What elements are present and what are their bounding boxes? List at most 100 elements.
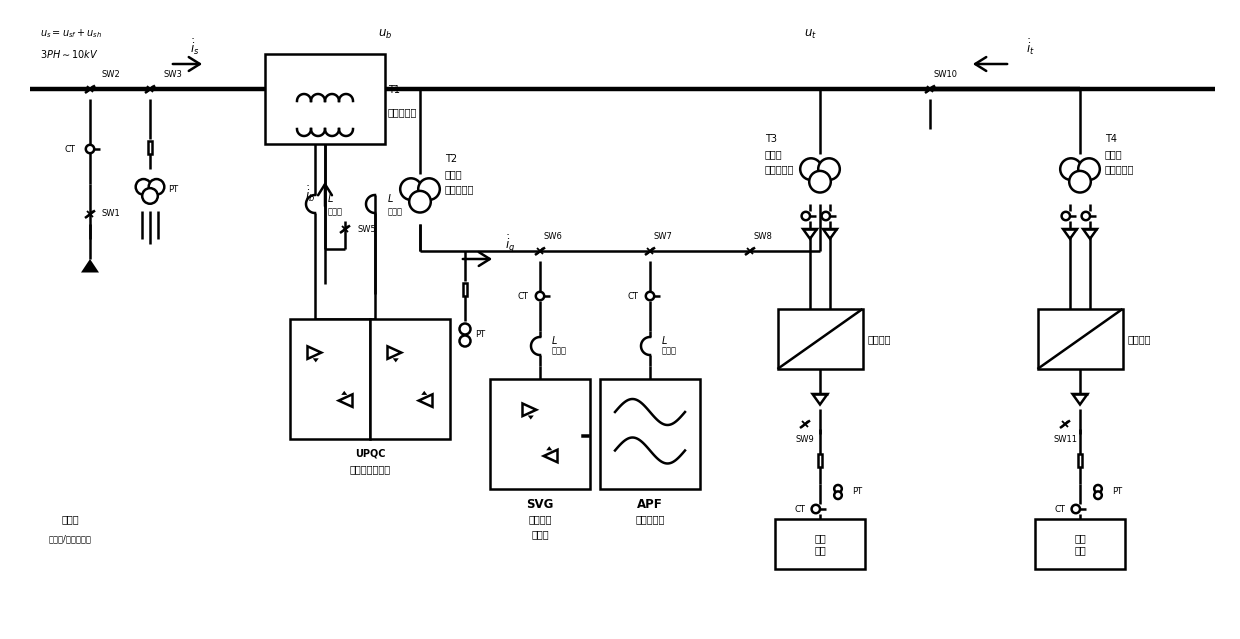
Text: 谐波变压器: 谐波变压器 — [445, 184, 475, 194]
Circle shape — [143, 188, 157, 204]
Circle shape — [1069, 171, 1091, 192]
Text: SW7: SW7 — [653, 231, 672, 240]
Bar — [1078, 454, 1083, 466]
Text: 串联变压器: 串联变压器 — [388, 107, 418, 118]
Bar — [290, 319, 370, 439]
Circle shape — [1071, 505, 1080, 513]
Text: SW11: SW11 — [1053, 435, 1078, 443]
Circle shape — [418, 178, 440, 200]
Circle shape — [1079, 158, 1100, 180]
Text: SW8: SW8 — [753, 231, 771, 240]
Text: SVG: SVG — [526, 498, 554, 511]
Text: 谐波变压器: 谐波变压器 — [1105, 164, 1135, 174]
Text: $\dot{i}_t$: $\dot{i}_t$ — [1025, 37, 1034, 57]
Text: 电抗器: 电抗器 — [662, 346, 677, 355]
Text: $u_b$: $u_b$ — [378, 27, 392, 40]
Text: CT: CT — [64, 144, 74, 153]
Bar — [265, 54, 384, 144]
Text: 谐波发生器: 谐波发生器 — [635, 514, 665, 524]
Text: 低阻抗: 低阻抗 — [445, 169, 463, 179]
Circle shape — [1094, 491, 1102, 499]
Text: $\dot{i}_g$: $\dot{i}_g$ — [505, 233, 515, 255]
Text: $\dot{i}_s$: $\dot{i}_s$ — [190, 37, 200, 57]
Polygon shape — [393, 358, 399, 362]
Text: $\dot{i}_b$: $\dot{i}_b$ — [305, 184, 315, 204]
Text: 高压
试品: 高压 试品 — [1074, 533, 1086, 555]
Circle shape — [801, 212, 810, 220]
Circle shape — [536, 292, 544, 300]
Text: 电抗器: 电抗器 — [388, 208, 403, 217]
Text: 发生器: 发生器 — [531, 529, 549, 539]
Bar — [148, 141, 153, 153]
Circle shape — [86, 145, 94, 153]
Text: CT: CT — [627, 291, 639, 300]
Text: SW5: SW5 — [357, 224, 376, 233]
Text: 低阻抗: 低阻抗 — [765, 149, 782, 159]
Circle shape — [1060, 158, 1081, 180]
Text: 低压
试品: 低压 试品 — [815, 533, 826, 555]
Bar — [600, 379, 701, 489]
Text: CT: CT — [517, 291, 528, 300]
Text: SW3: SW3 — [162, 70, 182, 79]
Text: L: L — [388, 194, 393, 204]
Text: 电抗器: 电抗器 — [329, 208, 343, 217]
Circle shape — [1081, 212, 1090, 220]
Polygon shape — [528, 415, 533, 420]
Text: 无功功率: 无功功率 — [528, 514, 552, 524]
Text: SW10: SW10 — [932, 70, 957, 79]
Circle shape — [810, 171, 831, 192]
Text: L: L — [329, 194, 334, 204]
Text: PT: PT — [475, 330, 485, 339]
Text: SW1: SW1 — [102, 210, 120, 219]
Bar — [370, 319, 450, 439]
Circle shape — [460, 335, 470, 346]
Bar — [777, 309, 863, 369]
Polygon shape — [312, 358, 319, 362]
Circle shape — [401, 178, 422, 200]
Text: $3PH \sim 10kV$: $3PH \sim 10kV$ — [40, 48, 99, 60]
Circle shape — [149, 179, 164, 195]
Circle shape — [646, 292, 655, 300]
Bar — [1035, 519, 1125, 569]
Text: T4: T4 — [1105, 134, 1117, 144]
Text: $u_s=u_{sf}+u_{sh}$: $u_s=u_{sf}+u_{sh}$ — [40, 27, 102, 40]
Circle shape — [818, 158, 839, 180]
Circle shape — [835, 491, 842, 499]
Circle shape — [1094, 485, 1102, 493]
Text: L: L — [552, 336, 557, 346]
Text: 进电源: 进电源 — [61, 514, 79, 524]
Bar — [775, 519, 866, 569]
Text: 电抗器: 电抗器 — [552, 346, 567, 355]
Text: 电压转接: 电压转接 — [1127, 334, 1151, 344]
Bar — [1038, 309, 1122, 369]
Text: PT: PT — [167, 185, 179, 194]
Circle shape — [409, 191, 430, 213]
Polygon shape — [81, 259, 99, 272]
Circle shape — [822, 212, 830, 220]
Text: SW2: SW2 — [102, 70, 120, 79]
Text: APF: APF — [637, 498, 663, 511]
Text: UPQC: UPQC — [355, 449, 386, 459]
Bar — [490, 379, 590, 489]
Text: PT: PT — [1112, 488, 1122, 497]
Text: SW6: SW6 — [543, 231, 562, 240]
Text: CT: CT — [794, 505, 805, 514]
Text: 电压转接: 电压转接 — [868, 334, 892, 344]
Text: PT: PT — [852, 488, 862, 497]
Text: L: L — [662, 336, 667, 346]
Text: $u_t$: $u_t$ — [804, 27, 816, 40]
Text: T1: T1 — [388, 85, 401, 95]
Circle shape — [135, 179, 151, 195]
Bar — [463, 282, 467, 295]
Text: 低阻抗: 低阻抗 — [1105, 149, 1122, 159]
Text: 电能质量控制器: 电能质量控制器 — [350, 464, 391, 474]
Polygon shape — [547, 446, 552, 450]
Text: T3: T3 — [765, 134, 777, 144]
Bar — [817, 454, 822, 466]
Circle shape — [460, 323, 470, 334]
Circle shape — [812, 505, 820, 513]
Text: SW9: SW9 — [796, 435, 815, 443]
Text: T2: T2 — [445, 154, 458, 164]
Bar — [582, 435, 588, 436]
Text: 谐波变压器: 谐波变压器 — [765, 164, 795, 174]
